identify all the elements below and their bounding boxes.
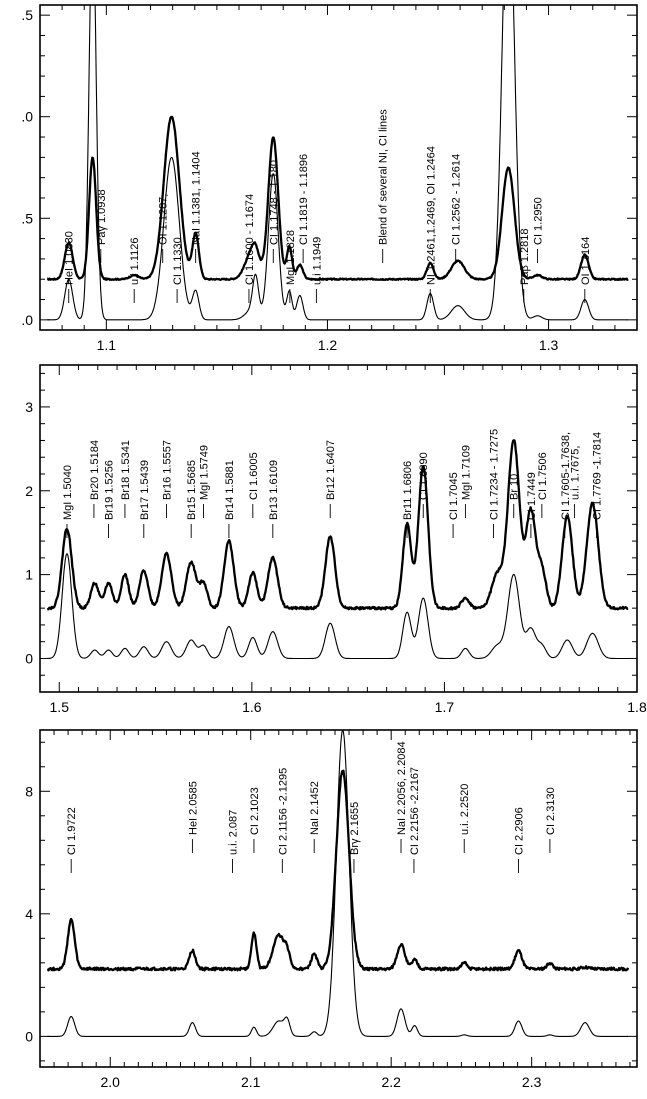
- line-annotation: Br13 1.6109: [268, 460, 280, 520]
- y-tick-label: 0: [25, 650, 33, 666]
- x-tick-label: 2.3: [522, 1074, 542, 1090]
- plot-frame: [39, 364, 638, 693]
- line-annotation: Br 10: [509, 474, 521, 500]
- y-tick-label: .5: [21, 7, 33, 23]
- line-annotation: MgI 1.5749: [199, 445, 211, 500]
- line-annotation: NaI 2.1452: [309, 781, 321, 835]
- line-annotation: Br14 1.5881: [224, 460, 236, 520]
- line-annotation: u.i. 1.7675,: [569, 446, 581, 500]
- model-spectrum-line: [47, 5, 628, 321]
- line-annotation: MgI 1.1828: [285, 230, 297, 285]
- line-annotation: Br12 1.6407: [325, 440, 337, 500]
- x-tick-label: 1.1: [97, 337, 117, 353]
- y-tick-label: .5: [21, 210, 33, 226]
- line-annotation: CI 2.2156 -2.2167: [409, 767, 421, 855]
- line-annotation: Paγ 1.0938: [96, 189, 108, 245]
- plot-frame: [39, 4, 638, 331]
- x-tick-label: 1.6: [242, 699, 262, 715]
- line-annotation: Brγ 2.1655: [349, 802, 361, 855]
- line-annotation: u.i 1.1949: [311, 237, 323, 285]
- line-annotation: Br11 1.6806: [402, 461, 414, 520]
- line-annotation: MgI 1.5040: [62, 465, 74, 520]
- x-tick-label: 1.3: [539, 337, 559, 353]
- line-annotation: CI 1.7506: [537, 452, 549, 500]
- panel-top: 1.1 1.2 1.3 .0 .5 .0 .5 HeI 1.0830 Paγ 1.0938 u.i…: [21, 4, 638, 353]
- line-annotation: CI 1.7605-1.7638,: [560, 432, 572, 520]
- x-tick-label: 2.2: [381, 1074, 401, 1090]
- line-annotation: CI 1.6005: [248, 452, 260, 500]
- panel-bottom: 2.0 2.1 2.2 2.3 0 4 8 CI 1.9722 HeI 2.0585 u.i. 2…: [25, 729, 638, 1090]
- line-annotation: CI 1.1600 - 1.1674: [244, 194, 256, 285]
- y-tick-label: 0: [25, 1028, 33, 1044]
- line-annotation: Br19 1.5256: [104, 460, 116, 520]
- line-annotation: Br20 1.5184: [89, 440, 101, 500]
- line-annotation: CI 2.1156 -2.1295: [277, 768, 289, 855]
- x-tick-label: 1.7: [435, 699, 455, 715]
- y-tick-label: .0: [21, 312, 33, 328]
- line-annotation: HeI 2.0585: [187, 781, 199, 835]
- line-annotation: HeI 1.0830: [64, 231, 76, 285]
- line-annotation: Br15 1.5685: [186, 460, 198, 520]
- line-annotation: CI 1.7045: [448, 472, 460, 520]
- y-tick-label: 4: [25, 906, 33, 922]
- line-annotation: CI 1.1819 - 1.1896: [298, 154, 310, 245]
- plot-frame: [39, 729, 638, 1068]
- line-annotation: NaI 2.2056, 2.2084: [396, 741, 408, 835]
- line-annotation: MgI 1.7109: [460, 445, 472, 500]
- observed-spectrum-line: [46, 115, 629, 281]
- x-tick-label: 2.0: [101, 1074, 121, 1090]
- line-annotation: CI 2.3130: [545, 787, 557, 835]
- line-annotation: Br16 1.5557: [162, 440, 174, 500]
- line-annotation: OI 1.3164: [580, 237, 592, 285]
- line-annotation: NaI 1.1381, 1.1404: [191, 151, 203, 245]
- x-tick-label: 1.2: [318, 337, 338, 353]
- line-annotation: CI 1.7449: [526, 472, 538, 520]
- line-annotation: Blend of several NI, CI lines: [378, 109, 390, 245]
- y-tick-label: 3: [25, 399, 33, 415]
- line-annotation: OI 1.1287,: [158, 194, 170, 245]
- x-tick-label: 1.5: [50, 699, 70, 715]
- line-annotation: CI 1.7769 -1.7814: [592, 432, 604, 520]
- line-annotation: CI 1.2562 - 1.2614: [451, 154, 463, 245]
- y-tick-label: .0: [21, 109, 33, 125]
- line-annotation: NI 1.2461,1.2469, OI 1.2464: [425, 146, 437, 285]
- model-spectrum-line: [47, 553, 628, 660]
- y-tick-label: 2: [25, 483, 33, 499]
- y-tick-label: 1: [25, 567, 33, 583]
- line-annotation: CI 1.6890: [418, 452, 430, 500]
- line-annotation: u.i. 2.2520: [459, 784, 471, 835]
- line-annotation: CI 1.1748 - 1.180: [268, 160, 280, 245]
- line-annotation: Paβ 1.2818: [519, 229, 531, 285]
- y-tick-label: 8: [25, 783, 33, 799]
- line-annotation: CI 1.9722: [66, 807, 78, 855]
- line-annotation: CI 2.1023: [249, 787, 261, 835]
- x-tick-label: 1.8: [627, 699, 647, 715]
- observed-spectrum-line: [46, 439, 629, 611]
- line-annotation: CI 2.2906: [513, 807, 525, 855]
- line-annotation: Br17 1.5439: [139, 460, 151, 520]
- observed-spectrum-line: [46, 769, 630, 972]
- line-annotation: u.i. 2.087: [227, 810, 239, 855]
- x-tick-label: 2.1: [241, 1074, 261, 1090]
- line-annotation: Br18 1.5341: [120, 440, 132, 500]
- line-annotation: CI 1.2950: [533, 197, 545, 245]
- line-annotation: CI 1.7234 - 1.7275: [489, 429, 501, 520]
- model-spectrum-line: [47, 730, 628, 1037]
- line-annotation: u.i 1.1126: [129, 237, 141, 285]
- line-annotation: CI 1.1330: [172, 237, 184, 285]
